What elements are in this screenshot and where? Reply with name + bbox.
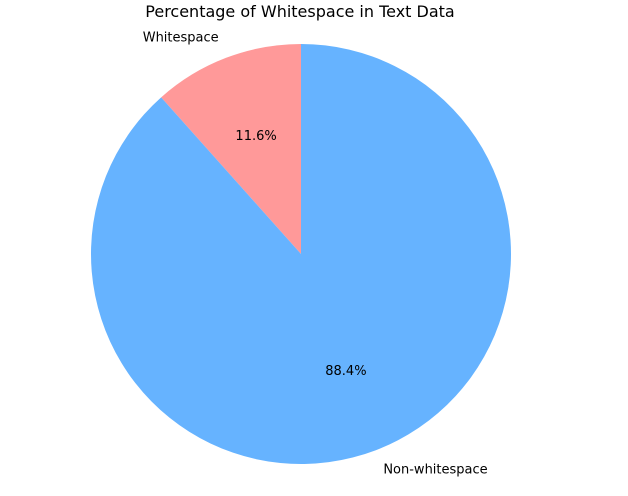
pie-slice-non-whitespace [91, 44, 512, 465]
pie-category-label: Whitespace [143, 31, 219, 46]
pie-pct-label: 88.4% [325, 364, 366, 379]
pie-pct-label: 11.6% [235, 129, 276, 144]
pie-category-label: Non-whitespace [383, 462, 487, 477]
chart-title: Percentage of Whitespace in Text Data [145, 2, 454, 21]
pie-slice-whitespace [161, 44, 301, 254]
pie-slices [91, 44, 512, 465]
pie-labels: 11.6% Whitespace 88.4% Non-whitespace [143, 31, 488, 478]
